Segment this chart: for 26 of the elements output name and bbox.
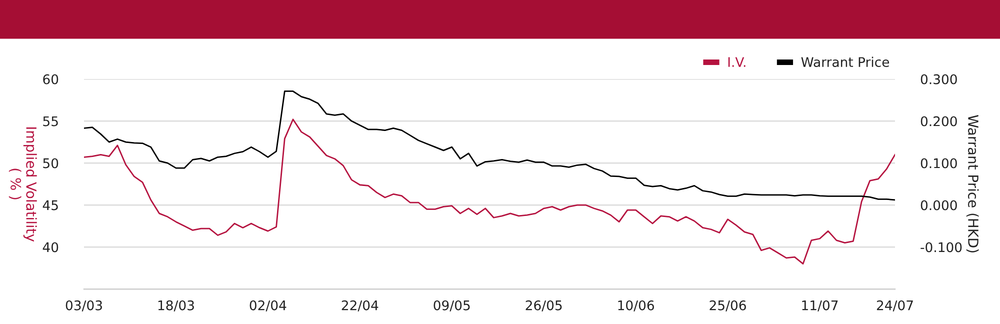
x-tick-label: 11/07 [802,300,838,312]
x-tick-label: 25/06 [710,300,746,312]
x-tick-label: 18/03 [158,300,194,312]
legend-label: Warrant Price [801,56,890,68]
y2-axis-title: Warrant Price (HKD) [966,114,979,252]
y-tick-label: 45 [42,200,58,210]
y-axis-title: Implied Volatility ( % ) [8,127,37,242]
y-tick-label: 50 [43,158,58,168]
x-tick-label: 02/04 [250,300,286,312]
y-tick-label: 60 [43,74,58,84]
x-tick-label: 26/05 [526,300,562,312]
x-tick-label: 03/03 [66,300,102,312]
legend-label: I.V. [728,57,746,67]
y-tick-label: 40 [42,242,58,252]
x-tick-label: 24/07 [876,300,913,312]
line-series [84,118,895,265]
x-tick-label: 10/06 [618,300,654,312]
y2-tick-label: 0.300 [920,74,957,84]
x-tick-label: 22/04 [342,300,378,312]
y2-tick-label: -0.100 [920,242,962,252]
y2-tick-label: 0.000 [920,200,957,210]
x-tick-label: 09/05 [434,300,470,312]
line-series [84,90,895,201]
y2-tick-label: 0.200 [920,116,957,126]
y2-tick-label: 0.100 [920,158,957,168]
y-tick-label: 55 [43,116,58,126]
